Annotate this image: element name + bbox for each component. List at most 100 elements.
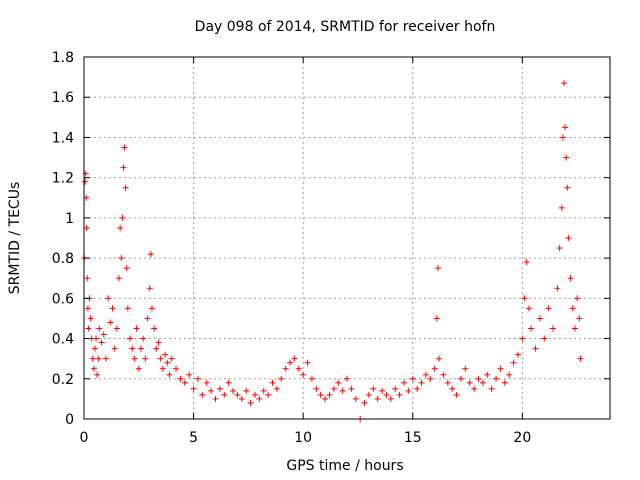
- data-point: [304, 359, 311, 366]
- data-point: [140, 335, 147, 342]
- data-point: [453, 391, 460, 398]
- data-point: [107, 319, 114, 326]
- data-point: [269, 379, 276, 386]
- data-point: [444, 379, 451, 386]
- data-point: [123, 265, 130, 272]
- y-tick-label: 0.2: [52, 372, 74, 388]
- data-point: [433, 315, 440, 322]
- data-point: [208, 387, 215, 394]
- data-point: [569, 305, 576, 312]
- data-point: [536, 315, 543, 322]
- y-tick-label: 1.6: [52, 90, 74, 106]
- data-point: [488, 385, 495, 392]
- data-point: [471, 385, 478, 392]
- grid-layer: [84, 57, 610, 419]
- data-point: [194, 375, 201, 382]
- data-point: [159, 365, 166, 372]
- data-point: [556, 245, 563, 252]
- data-point: [554, 285, 561, 292]
- data-point: [256, 395, 263, 402]
- data-point: [387, 395, 394, 402]
- data-point: [251, 391, 258, 398]
- y-tick-label: 0: [65, 412, 74, 428]
- data-point: [567, 275, 574, 282]
- data-point: [574, 295, 581, 302]
- data-point: [339, 387, 346, 394]
- data-point: [247, 399, 254, 406]
- data-point: [326, 391, 333, 398]
- data-point: [405, 387, 412, 394]
- data-point: [157, 355, 164, 362]
- data-point: [216, 385, 223, 392]
- data-point: [155, 339, 162, 346]
- data-point: [85, 325, 92, 332]
- x-tick-label: 0: [80, 430, 89, 446]
- data-point: [287, 359, 294, 366]
- data-point: [137, 345, 144, 352]
- ticks-layer: 0 0.2 0.4 0.6 0.8 1 1.2 1.4 1.6 1.8 0 5 10 15 20: [52, 50, 610, 446]
- data-point: [129, 345, 136, 352]
- data-point: [133, 325, 140, 332]
- data-point: [317, 391, 324, 398]
- data-point: [135, 365, 142, 372]
- data-point: [96, 325, 103, 332]
- data-point: [148, 305, 155, 312]
- data-point: [278, 375, 285, 382]
- data-point: [265, 391, 272, 398]
- data-point: [379, 387, 386, 394]
- data-point: [295, 365, 302, 372]
- data-point: [120, 164, 127, 171]
- data-point: [113, 325, 120, 332]
- data-point: [409, 375, 416, 382]
- data-point: [273, 385, 280, 392]
- data-point: [118, 255, 125, 262]
- data-point: [361, 399, 368, 406]
- data-point: [335, 379, 342, 386]
- data-point: [90, 365, 97, 372]
- data-point: [87, 315, 94, 322]
- x-tick-label: 5: [189, 430, 198, 446]
- data-point: [131, 355, 138, 362]
- data-point: [392, 385, 399, 392]
- data-point: [111, 345, 118, 352]
- data-point: [506, 371, 513, 378]
- data-point: [383, 391, 390, 398]
- data-point: [436, 355, 443, 362]
- y-tick-label: 0.6: [52, 291, 74, 307]
- data-point: [308, 375, 315, 382]
- data-point: [449, 385, 456, 392]
- data-point: [479, 379, 486, 386]
- y-tick-label: 1.8: [52, 50, 74, 66]
- x-axis-label: GPS time / hours: [286, 458, 403, 474]
- x-tick-label: 20: [513, 430, 531, 446]
- data-point: [173, 365, 180, 372]
- x-tick-label: 15: [404, 430, 422, 446]
- data-point: [562, 124, 569, 131]
- data-point: [147, 251, 154, 258]
- data-point: [230, 387, 237, 394]
- y-tick-label: 1.2: [52, 171, 74, 187]
- data-point: [558, 204, 565, 211]
- data-point: [151, 325, 158, 332]
- data-point: [510, 359, 517, 366]
- data-point: [105, 295, 112, 302]
- data-point: [94, 371, 101, 378]
- data-point: [243, 387, 250, 394]
- data-point: [344, 375, 350, 382]
- data-point: [374, 395, 381, 402]
- plot-frame: [83, 56, 611, 420]
- data-point: [352, 395, 359, 402]
- data-point: [545, 305, 552, 312]
- data-point: [238, 395, 245, 402]
- data-point: [117, 224, 124, 231]
- data-point: [422, 371, 429, 378]
- data-point: [282, 365, 289, 372]
- data-point: [291, 355, 298, 362]
- data-point: [466, 379, 473, 386]
- data-point: [577, 355, 584, 362]
- data-point: [142, 355, 149, 362]
- data-point: [431, 365, 438, 372]
- data-point: [162, 351, 169, 358]
- data-point: [83, 224, 90, 231]
